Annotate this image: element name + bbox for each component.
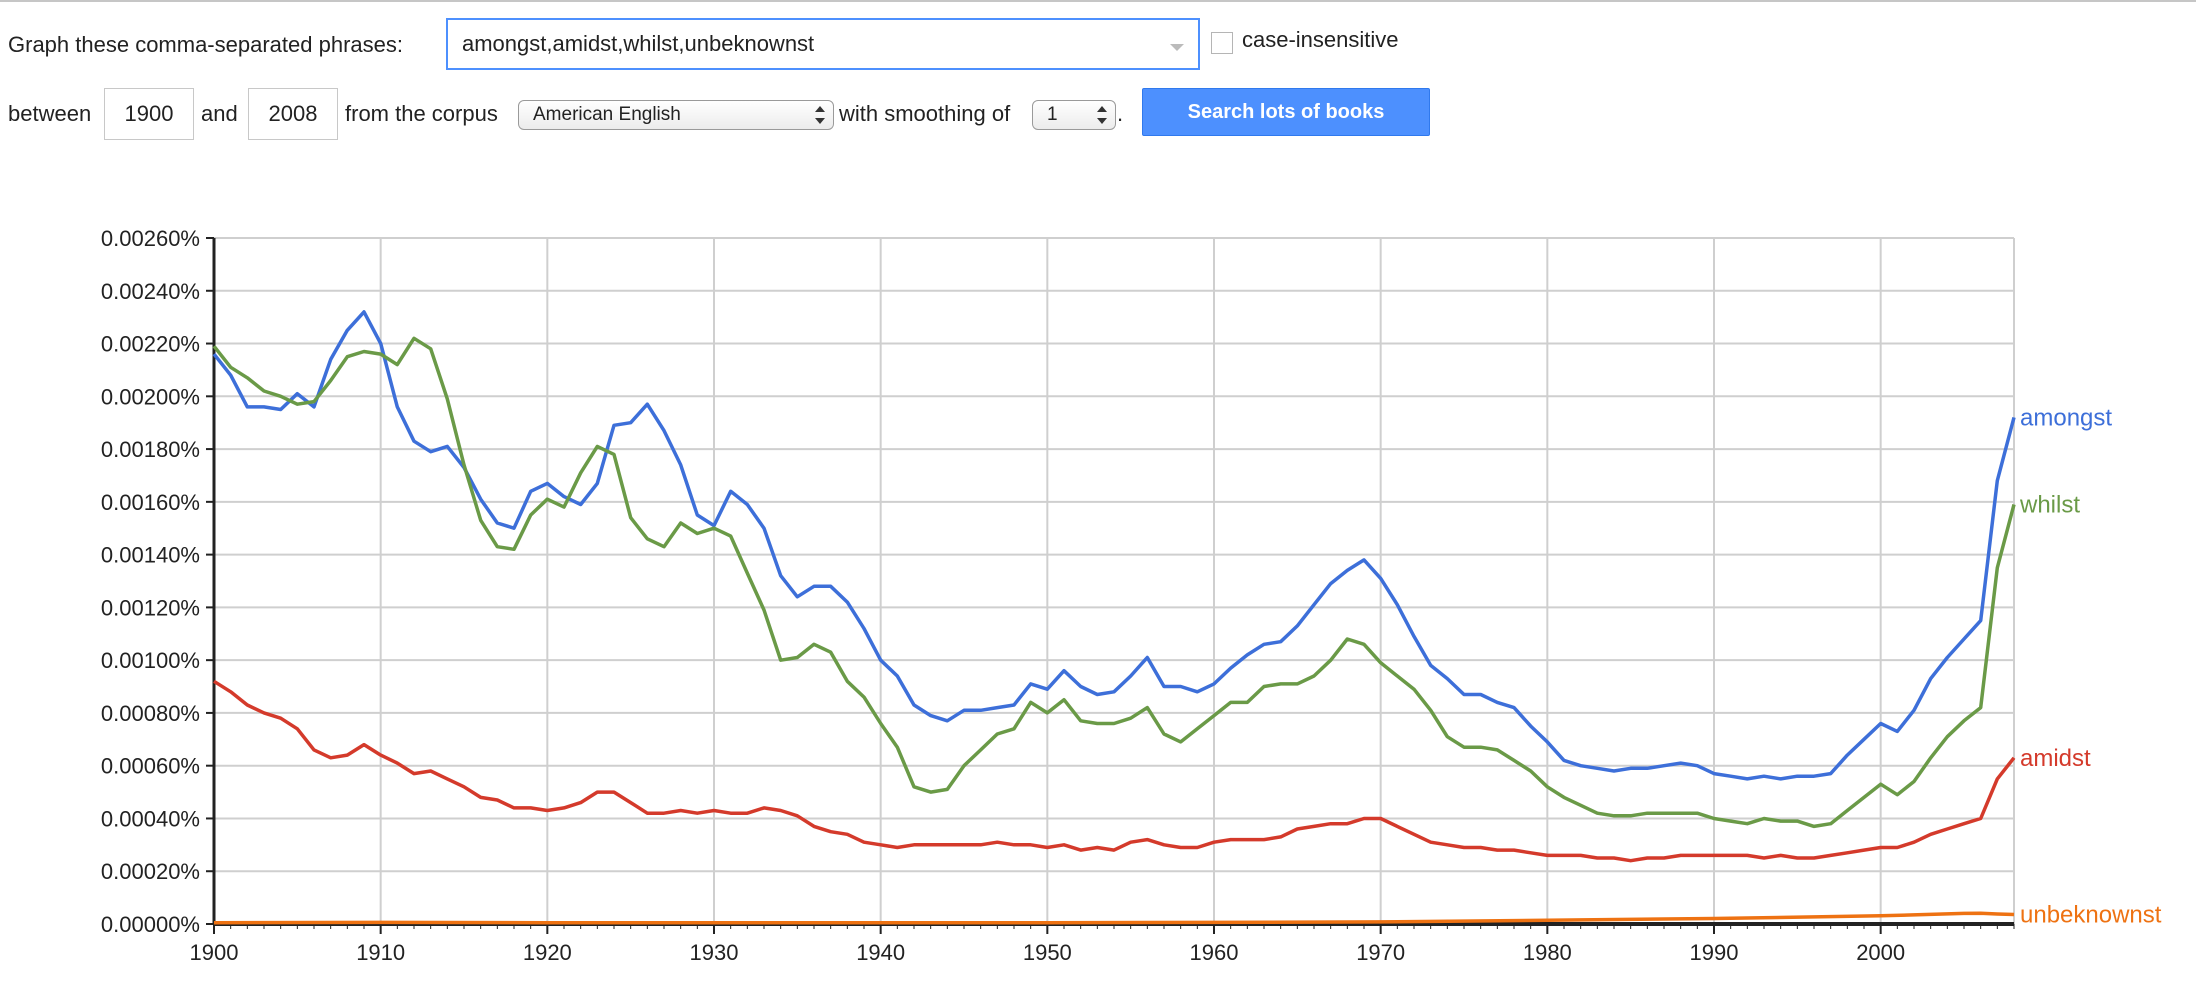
x-tick-label: 1930 xyxy=(690,940,739,965)
x-tick-label: 1990 xyxy=(1690,940,1739,965)
corpus-select-value: American English xyxy=(533,104,681,125)
ngram-chart: 0.00260% 0.00240% 0.00220% 0.00200% 0.00180%… xyxy=(101,226,2162,965)
chart-grid xyxy=(213,237,2015,924)
series-label-whilst: whilst xyxy=(2019,491,2080,518)
phrases-input[interactable]: amongst,amidst,whilst,unbeknownst xyxy=(446,18,1200,70)
top-border xyxy=(0,0,2196,6)
y-tick-label: 0.00100% xyxy=(101,648,200,673)
y-tick-label: 0.00020% xyxy=(101,859,200,884)
and-label: and xyxy=(201,101,238,126)
x-tick-label: 1900 xyxy=(190,940,239,965)
select-arrows-icon xyxy=(1097,106,1107,124)
chart-series xyxy=(212,310,2016,925)
case-insensitive-label: case-insensitive xyxy=(1242,27,1399,52)
series-line-amidst xyxy=(213,679,2016,863)
series-label-amongst: amongst xyxy=(2020,404,2112,431)
y-tick-label: 0.00220% xyxy=(101,332,200,357)
x-axis-ticks: 1900 1910 1920 1930 1940 1950 1960 1970 1980 1990… xyxy=(190,940,1906,965)
corpus-select[interactable]: American English xyxy=(518,100,834,130)
x-tick-label: 1980 xyxy=(1523,940,1572,965)
x-tick-label: 1950 xyxy=(1023,940,1072,965)
series-line-amongst xyxy=(212,310,2016,781)
x-tick-label: 1940 xyxy=(856,940,905,965)
y-tick-label: 0.00200% xyxy=(101,384,200,409)
y-tick-label: 0.00000% xyxy=(101,912,200,937)
series-labels: amongst whilst amidst unbeknownst xyxy=(2019,404,2162,928)
select-arrows-icon xyxy=(815,106,825,124)
y-tick-label: 0.00140% xyxy=(101,543,200,568)
y-tick-label: 0.00260% xyxy=(101,226,200,251)
phrases-row: Graph these comma-separated phrases: xyxy=(8,18,403,72)
x-tick-label: 1970 xyxy=(1356,940,1405,965)
chart-axes xyxy=(206,237,2015,934)
y-tick-label: 0.00240% xyxy=(101,279,200,304)
search-button[interactable]: Search lots of books xyxy=(1142,88,1430,136)
period-text: . xyxy=(1117,101,1124,126)
between-label: between xyxy=(8,101,92,126)
series-line-unbeknownst xyxy=(213,911,2015,925)
y-axis-ticks: 0.00260% 0.00240% 0.00220% 0.00200% 0.00180%… xyxy=(101,226,200,937)
x-tick-label: 2000 xyxy=(1856,940,1905,965)
smoothing-select[interactable]: 1 xyxy=(1032,100,1116,130)
y-tick-label: 0.00080% xyxy=(101,701,200,726)
series-label-unbeknownst: unbeknownst xyxy=(2020,902,2162,929)
smoothing-select-value: 1 xyxy=(1047,104,1058,125)
y-tick-label: 0.00160% xyxy=(101,490,200,515)
corpus-label: from the corpus xyxy=(345,101,498,126)
case-insensitive-checkbox[interactable] xyxy=(1211,32,1233,54)
y-tick-label: 0.00180% xyxy=(101,437,200,462)
phrases-label: Graph these comma-separated phrases: xyxy=(8,32,403,57)
series-label-amidst: amidst xyxy=(2020,745,2091,772)
x-tick-label: 1910 xyxy=(356,940,405,965)
end-year-input[interactable] xyxy=(248,88,338,140)
smoothing-label: with smoothing of xyxy=(839,101,1011,126)
y-tick-label: 0.00060% xyxy=(101,754,200,779)
y-tick-label: 0.00120% xyxy=(101,595,200,620)
phrases-dropdown-caret-icon[interactable] xyxy=(1170,44,1184,51)
y-tick-label: 0.00040% xyxy=(101,806,200,831)
x-tick-label: 1960 xyxy=(1190,940,1239,965)
x-tick-label: 1920 xyxy=(523,940,572,965)
series-line-whilst xyxy=(212,336,2016,829)
start-year-input[interactable] xyxy=(104,88,194,140)
